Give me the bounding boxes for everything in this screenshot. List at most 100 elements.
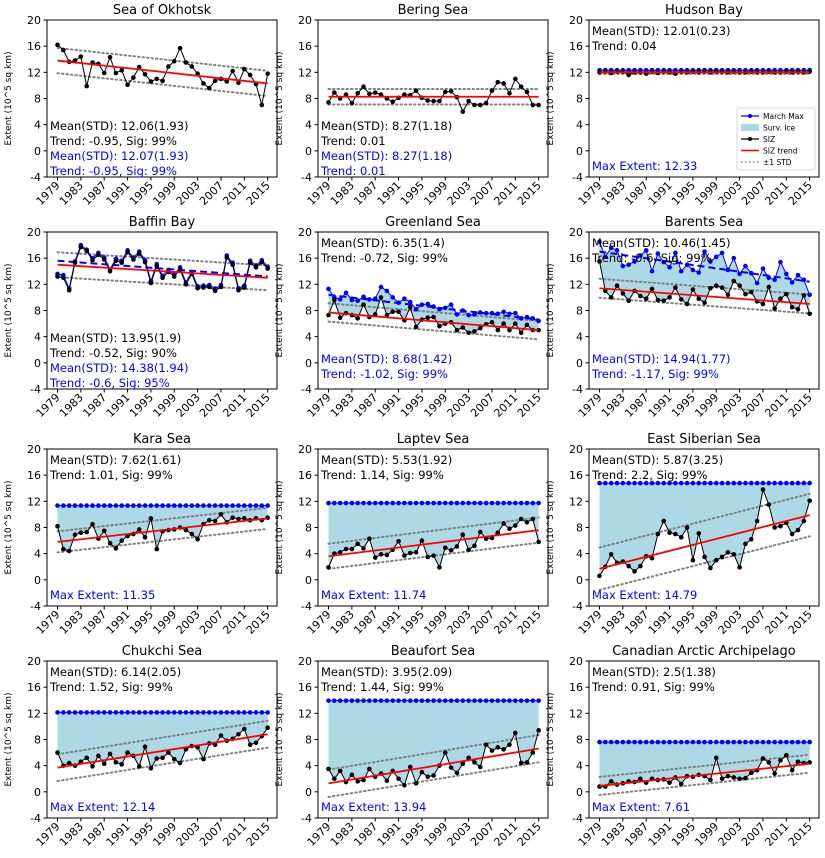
y-tick-label: -4 — [30, 812, 41, 825]
siz-point — [390, 99, 396, 105]
siz-point — [690, 557, 696, 563]
std-upper-line — [56, 46, 269, 72]
y-tick-label: 0 — [305, 357, 312, 370]
x-tick-label: 2003 — [445, 179, 474, 208]
x-tick-label: 1983 — [328, 391, 357, 420]
siz-point — [725, 773, 731, 779]
y-tick-label: 16 — [27, 469, 41, 482]
panel-5: -404812162019791983198719911995199920032… — [546, 215, 820, 420]
siz-point — [119, 762, 125, 767]
plot-area — [326, 76, 541, 114]
y-tick-label: 0 — [34, 574, 41, 587]
march-max-point — [61, 710, 66, 715]
march-max-point — [236, 503, 241, 508]
stat-text: Trend: -0.6, Sig: 95% — [49, 376, 170, 390]
siz-point — [807, 311, 812, 317]
march-max-point — [84, 503, 89, 508]
march-max-point — [367, 500, 372, 506]
march-max-point — [355, 698, 360, 703]
siz-point — [743, 291, 748, 297]
march-max-point — [454, 698, 460, 703]
y-tick-label: 8 — [34, 522, 41, 535]
march-max-point — [620, 480, 626, 486]
march-max-point — [367, 297, 372, 302]
march-max-point — [597, 480, 602, 486]
siz-point — [472, 102, 477, 108]
march-max-point — [696, 739, 702, 745]
march-max-point — [107, 503, 113, 508]
march-max-point — [772, 480, 777, 486]
siz-point — [530, 102, 536, 108]
x-tick-label: 1995 — [127, 820, 156, 849]
march-max-point — [795, 272, 801, 278]
siz-point — [772, 525, 777, 530]
siz-point — [177, 45, 183, 51]
y-tick-label: 12 — [298, 278, 312, 291]
march-max-point — [201, 710, 206, 715]
march-max-point — [801, 739, 807, 745]
march-max-point — [603, 254, 608, 260]
siz-point — [148, 280, 154, 286]
y-tick-label: 0 — [305, 786, 312, 799]
y-tick-label: -4 — [572, 812, 583, 825]
stat-text: Mean(STD): 8.27(1.18) — [321, 149, 452, 163]
plot-area — [326, 698, 541, 799]
siz-point — [236, 731, 241, 737]
siz-point — [725, 550, 731, 555]
y-tick-label: 8 — [305, 305, 312, 318]
siz-point — [748, 289, 754, 295]
siz-point — [766, 502, 772, 507]
siz-point — [713, 557, 719, 563]
legend: March Max Surv. Ice SIZ SIZ trend ±1 STD — [736, 107, 816, 171]
siz-point — [195, 536, 200, 542]
siz-point — [507, 327, 512, 333]
march-max-point — [673, 480, 678, 486]
siz-point — [425, 98, 431, 103]
x-tick-label: 2011 — [220, 820, 249, 849]
x-tick-label: 2003 — [445, 820, 474, 849]
siz-point — [772, 306, 777, 311]
march-max-point — [795, 480, 801, 486]
x-tick-label: 2007 — [739, 608, 768, 637]
panel-title: Barents Sea — [665, 215, 743, 230]
march-max-point — [448, 698, 454, 703]
siz-point — [242, 285, 247, 290]
march-max-point — [743, 480, 748, 486]
x-tick-label: 1983 — [599, 820, 628, 849]
march-max-point — [748, 480, 754, 486]
stat-text: Trend: 1.14, Sig: 99% — [320, 468, 444, 482]
march-max-point — [154, 710, 160, 715]
siz-point — [101, 257, 107, 262]
siz-point — [437, 323, 442, 329]
march-max-point — [431, 500, 436, 506]
siz-point — [242, 726, 247, 732]
march-max-point — [784, 271, 789, 277]
siz-point — [201, 756, 206, 762]
siz-point — [90, 257, 95, 263]
siz-point — [265, 725, 270, 731]
siz-point — [236, 80, 241, 86]
x-tick-label: 2011 — [491, 820, 520, 849]
max-extent-label: Max Extent: 11.35 — [50, 588, 155, 602]
siz-point — [355, 90, 360, 96]
march-max-point — [125, 710, 130, 715]
march-max-point — [638, 253, 643, 258]
siz-trend-line — [57, 733, 268, 769]
legend-label: SIZ — [763, 135, 775, 144]
siz-point — [361, 302, 366, 307]
siz-point — [166, 750, 171, 755]
march-max-point — [696, 270, 702, 275]
siz-point — [501, 81, 506, 86]
y-tick-label: -4 — [301, 812, 312, 825]
y-tick-label: 4 — [34, 331, 41, 344]
siz-point — [466, 547, 471, 553]
march-max-point — [265, 503, 270, 508]
siz-point — [326, 766, 331, 772]
siz-point — [160, 755, 165, 761]
panel-title: Bering Sea — [398, 3, 469, 18]
siz-point — [620, 291, 626, 296]
march-max-point — [608, 245, 614, 250]
siz-point — [460, 761, 466, 767]
siz-point — [466, 330, 471, 336]
siz-point — [113, 258, 119, 264]
